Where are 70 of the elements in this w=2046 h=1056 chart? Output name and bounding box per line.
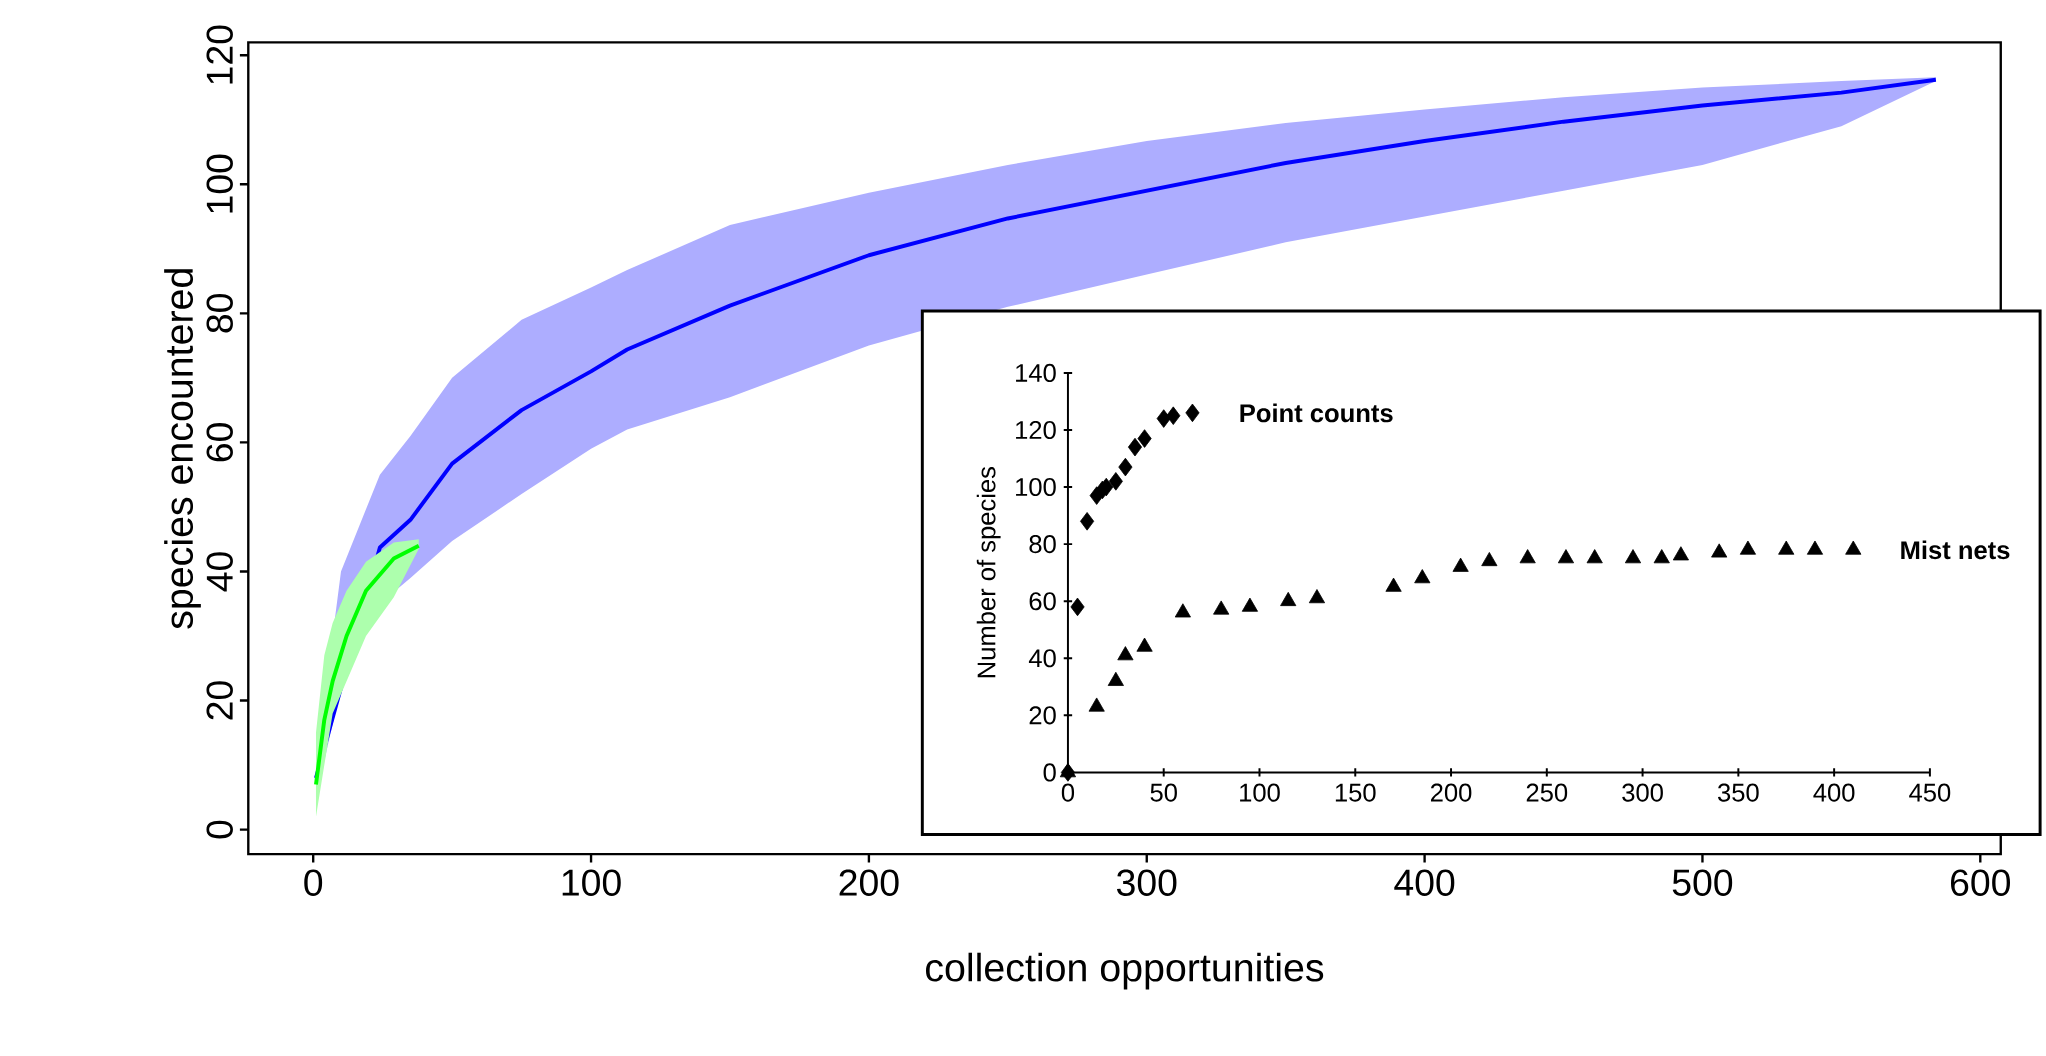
point <box>1185 403 1200 423</box>
point <box>1088 697 1105 712</box>
y-tick-label: 40 <box>206 552 233 592</box>
point <box>1213 600 1230 615</box>
y-tick-label: 140 <box>1016 363 1056 383</box>
y-tick-label: 0 <box>1043 763 1056 782</box>
point <box>1308 589 1326 604</box>
y-tick-label: 100 <box>1016 478 1056 497</box>
y-tick-label: 80 <box>206 294 233 333</box>
y-tick-label: 40 <box>1028 649 1056 668</box>
y-tick-label: 100 <box>206 154 233 213</box>
point <box>1452 557 1469 572</box>
point <box>1136 637 1153 652</box>
x-tick-label: 400 <box>1813 783 1855 802</box>
x-tick-label: 500 <box>1672 869 1733 897</box>
x-tick-label: 250 <box>1526 783 1568 802</box>
point <box>1080 512 1095 531</box>
point <box>1711 543 1728 558</box>
point <box>1108 472 1123 491</box>
x-tick-label: 400 <box>1394 869 1455 897</box>
point <box>1845 540 1862 555</box>
y-tick-label: 20 <box>1029 706 1056 725</box>
point <box>1118 457 1133 477</box>
x-tick-label: 300 <box>1116 869 1177 897</box>
point <box>1241 597 1258 612</box>
point <box>1778 540 1795 555</box>
point <box>1739 540 1756 555</box>
x-tick-label: 50 <box>1150 783 1177 802</box>
x-tick-label: 300 <box>1622 783 1663 802</box>
point <box>1414 569 1431 584</box>
y-tick-label: 120 <box>1016 421 1056 440</box>
y-axis-title: species encountered <box>164 269 201 629</box>
point <box>1653 549 1670 564</box>
x-tick-label: 0 <box>304 869 323 897</box>
y-tick-label: 60 <box>206 423 233 462</box>
y-tick-label: 60 <box>1029 592 1056 611</box>
point <box>1127 437 1143 457</box>
x-tick-label: 200 <box>1430 783 1472 802</box>
series-label: Point counts <box>1240 403 1393 423</box>
y-tick-label: 0 <box>206 820 233 839</box>
y-axis-title: Number of species <box>976 467 1001 678</box>
point <box>1137 429 1152 448</box>
point <box>1481 552 1498 567</box>
point <box>1117 646 1134 661</box>
point <box>1107 671 1124 687</box>
x-tick-label: 100 <box>1240 783 1280 802</box>
point <box>1624 549 1642 564</box>
x-tick-label: 600 <box>1951 869 2011 897</box>
point <box>1806 540 1824 555</box>
y-tick-label: 120 <box>206 25 233 84</box>
point <box>1059 763 1077 778</box>
point <box>1557 549 1575 564</box>
x-tick-label: 350 <box>1718 783 1759 802</box>
point <box>1385 577 1402 592</box>
x-tick-label: 450 <box>1909 783 1951 802</box>
x-tick-label: 150 <box>1335 783 1376 802</box>
point <box>1166 406 1181 426</box>
x-tick-label: 0 <box>1061 783 1075 802</box>
series-label: Mist nets <box>1901 540 2010 560</box>
point <box>1519 549 1536 564</box>
x-tick-label: 100 <box>562 869 621 897</box>
point <box>1586 549 1603 564</box>
y-tick-label: 20 <box>206 681 233 720</box>
point <box>1280 592 1297 607</box>
x-axis-title: collection opportunities <box>926 952 1324 990</box>
x-tick-label: 200 <box>839 869 899 897</box>
y-tick-label: 80 <box>1029 535 1056 554</box>
point <box>1156 409 1171 428</box>
point <box>1174 603 1191 618</box>
point <box>1672 546 1689 561</box>
